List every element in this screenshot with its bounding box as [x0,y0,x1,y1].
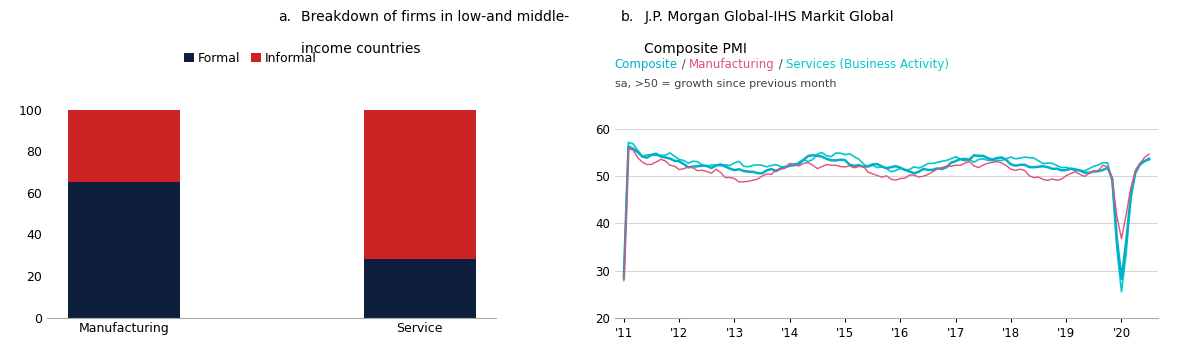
Text: Composite: Composite [615,58,677,70]
Bar [67,182,180,318]
Text: income countries: income countries [301,42,421,56]
Text: b.: b. [621,10,634,24]
Text: /: / [775,58,786,70]
Bar [67,110,180,182]
Text: sa, >50 = growth since previous month: sa, >50 = growth since previous month [615,79,836,89]
Text: a.: a. [278,10,291,24]
Text: Breakdown of firms in low-and middle-: Breakdown of firms in low-and middle- [301,10,570,24]
Bar [364,259,476,318]
Bar [364,110,476,259]
Text: Composite PMI: Composite PMI [644,42,747,56]
Text: /: / [677,58,689,70]
Text: Manufacturing: Manufacturing [689,58,775,70]
Legend: Formal, Informal: Formal, Informal [180,47,322,70]
Text: J.P. Morgan Global-IHS Markit Global: J.P. Morgan Global-IHS Markit Global [644,10,894,24]
Text: Services (Business Activity): Services (Business Activity) [786,58,949,70]
